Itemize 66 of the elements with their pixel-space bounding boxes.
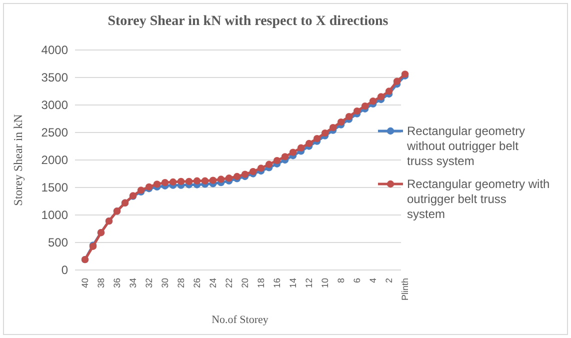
x-tick-label: 8 xyxy=(336,278,346,284)
y-axis-title: Storey Shear in kN xyxy=(11,114,25,206)
point xyxy=(169,178,177,186)
point xyxy=(185,178,193,186)
point xyxy=(305,140,313,148)
x-tick-label: 18 xyxy=(256,278,266,288)
y-tick-label: 500 xyxy=(48,236,68,250)
point xyxy=(217,176,225,183)
point xyxy=(337,118,345,126)
point xyxy=(209,176,217,184)
point xyxy=(377,93,385,100)
y-tick-label: 2500 xyxy=(41,126,68,140)
x-tick-label: 36 xyxy=(112,278,122,288)
x-tick-label: 2 xyxy=(384,278,394,284)
x-tick-label: 30 xyxy=(160,278,170,288)
y-tick-label: 1500 xyxy=(41,180,68,194)
x-axis-title: No.of Storey xyxy=(212,314,269,326)
y-tick-label: 0 xyxy=(61,263,68,277)
legend-label: Rectangular geometry with outrigger belt truss system xyxy=(407,177,550,221)
point xyxy=(193,177,201,184)
chart-title: Storey Shear in kN with respect to X directions xyxy=(108,14,389,29)
x-tick-label: 16 xyxy=(272,278,282,288)
x-tick-label: 22 xyxy=(224,278,234,288)
point xyxy=(265,160,273,168)
point xyxy=(249,168,257,176)
point xyxy=(257,164,265,172)
x-tick-label: 20 xyxy=(240,278,250,288)
point xyxy=(393,78,401,85)
point xyxy=(153,180,161,188)
x-tick-label: 14 xyxy=(288,278,298,288)
point xyxy=(233,172,241,180)
y-tick-label: 3000 xyxy=(41,98,68,112)
point xyxy=(361,102,369,110)
x-tick-label: Plinth xyxy=(400,278,410,301)
x-tick-label: 10 xyxy=(320,278,330,288)
y-tick-label: 2000 xyxy=(41,153,68,167)
point xyxy=(289,148,297,156)
x-tick-label: 28 xyxy=(176,278,186,288)
point xyxy=(161,178,169,186)
point xyxy=(273,156,281,164)
x-tick-label: 32 xyxy=(144,278,154,288)
point xyxy=(225,174,233,182)
point xyxy=(241,170,249,178)
x-tick-label: 38 xyxy=(96,278,106,288)
x-tick-label: 24 xyxy=(208,278,218,288)
point xyxy=(345,112,353,120)
x-tick-label: 4 xyxy=(368,278,378,284)
point xyxy=(329,124,337,132)
x-tick-label: 26 xyxy=(192,278,202,288)
legend-label: Rectangular geometry without outrigger belt truss system xyxy=(406,124,526,168)
x-tick-label: 12 xyxy=(304,278,314,288)
x-tick-label: 40 xyxy=(80,278,90,288)
point xyxy=(385,88,393,95)
y-tick-label: 1000 xyxy=(41,208,68,222)
y-tick-label: 4000 xyxy=(41,43,68,57)
point xyxy=(321,129,329,137)
y-tick-label: 3500 xyxy=(41,70,68,84)
x-tick-label: 34 xyxy=(128,278,138,288)
point xyxy=(281,153,289,160)
point xyxy=(313,134,321,142)
point xyxy=(369,98,377,105)
point xyxy=(201,177,209,184)
point xyxy=(297,144,305,152)
point xyxy=(353,107,361,115)
point xyxy=(177,178,185,186)
x-tick-label: 6 xyxy=(352,278,362,284)
